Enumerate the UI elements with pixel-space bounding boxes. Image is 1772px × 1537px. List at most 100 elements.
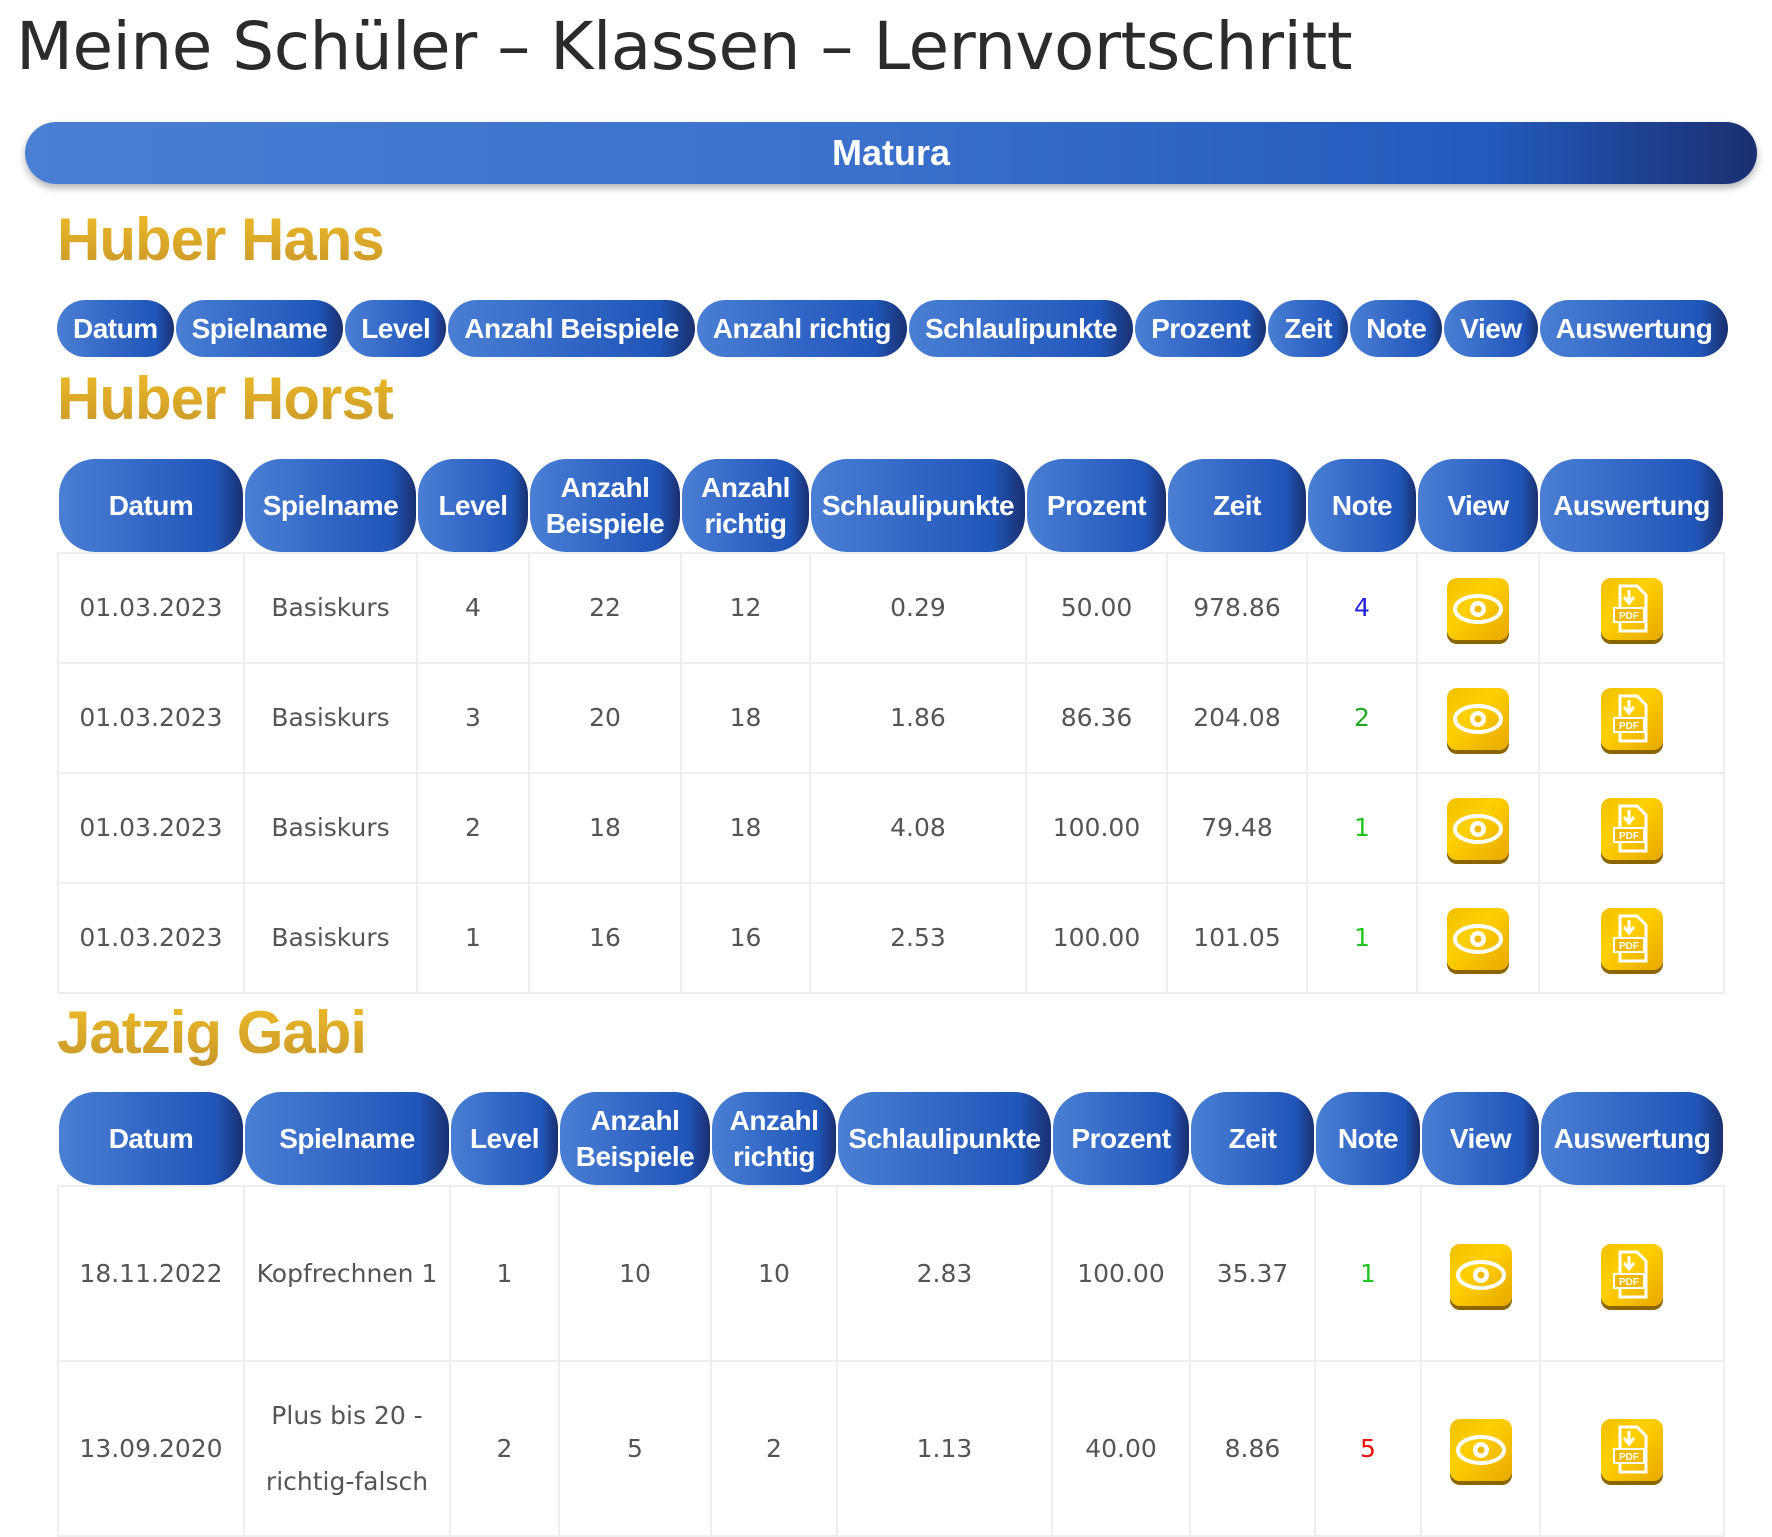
cell-datum: 01.03.2023 bbox=[57, 552, 245, 664]
column-header-5[interactable]: Schlaulipunkte bbox=[811, 459, 1025, 552]
cell-prozent: 86.36 bbox=[1025, 662, 1168, 774]
cell-auswertung: PDF bbox=[1539, 1185, 1725, 1362]
column-header-1[interactable]: Spielname bbox=[175, 300, 344, 357]
column-header: Schlaulipunkte bbox=[810, 459, 1026, 553]
column-header-6[interactable]: Prozent bbox=[1027, 459, 1166, 552]
column-header-9[interactable]: View bbox=[1418, 459, 1538, 552]
column-header-4[interactable]: Anzahl richtig bbox=[682, 459, 809, 552]
column-header-4[interactable]: Anzahl richtig bbox=[696, 300, 907, 357]
pdf-button[interactable]: PDF bbox=[1600, 908, 1663, 970]
column-header: Spielname bbox=[244, 459, 417, 553]
cell-view bbox=[1420, 1360, 1541, 1537]
column-header-7[interactable]: Zeit bbox=[1268, 300, 1349, 357]
column-header-1[interactable]: Spielname bbox=[245, 459, 416, 552]
column-header-8[interactable]: Note bbox=[1316, 1092, 1420, 1185]
pdf-button[interactable]: PDF bbox=[1600, 798, 1663, 860]
cell-anzahl-richtig: 18 bbox=[680, 662, 811, 774]
column-header: Auswertung bbox=[1540, 1092, 1724, 1186]
column-header-9[interactable]: View bbox=[1422, 1092, 1539, 1185]
cell-anzahl-beispiele: 18 bbox=[528, 772, 682, 884]
cell-schlaulipunkte: 2.53 bbox=[809, 882, 1027, 994]
column-header: Level bbox=[417, 459, 529, 553]
cell-prozent: 100.00 bbox=[1051, 1185, 1191, 1362]
cell-prozent: 40.00 bbox=[1051, 1360, 1191, 1537]
cell-zeit: 35.37 bbox=[1189, 1185, 1316, 1362]
cell-anzahl-richtig: 12 bbox=[680, 552, 811, 664]
view-button[interactable] bbox=[1447, 578, 1509, 640]
cell-auswertung: PDF bbox=[1538, 772, 1725, 884]
cell-spielname: Kopfrechnen 1 bbox=[243, 1185, 451, 1362]
column-header: View bbox=[1421, 1092, 1540, 1186]
column-header-1[interactable]: Spielname bbox=[245, 1092, 449, 1185]
cell-anzahl-richtig: 10 bbox=[710, 1185, 838, 1362]
cell-anzahl-richtig: 2 bbox=[710, 1360, 838, 1537]
column-header-8[interactable]: Note bbox=[1308, 459, 1416, 552]
cell-spielname: Basiskurs bbox=[243, 662, 418, 774]
column-header-3[interactable]: Anzahl Beispiele bbox=[448, 300, 695, 357]
view-button[interactable] bbox=[1449, 1243, 1512, 1306]
column-header-3[interactable]: Anzahl Beispiele bbox=[530, 459, 680, 552]
cell-schlaulipunkte: 0.29 bbox=[809, 552, 1027, 664]
column-header-2[interactable]: Level bbox=[345, 300, 447, 357]
column-header-10[interactable]: Auswertung bbox=[1540, 459, 1723, 552]
eye-icon bbox=[1453, 924, 1503, 954]
cell-view bbox=[1420, 1185, 1541, 1362]
cell-schlaulipunkte: 1.13 bbox=[836, 1360, 1053, 1537]
table-row: 01.03.2023 Basiskurs 1 16 16 2.53 100.00 101.05… bbox=[57, 882, 1725, 994]
pdf-download-icon: PDF bbox=[1613, 1250, 1648, 1298]
empty-table-header: Datum Spielname Level Anzahl Beispiele Anzah… bbox=[57, 300, 1729, 357]
column-header: View bbox=[1417, 459, 1539, 553]
column-header-5[interactable]: Schlaulipunkte bbox=[908, 300, 1134, 357]
cell-note: 2 bbox=[1306, 662, 1418, 774]
view-button[interactable] bbox=[1447, 798, 1509, 860]
column-header-7[interactable]: Zeit bbox=[1168, 459, 1306, 552]
cell-schlaulipunkte: 4.08 bbox=[809, 772, 1027, 884]
pdf-button[interactable]: PDF bbox=[1601, 1243, 1663, 1306]
column-header-6[interactable]: Prozent bbox=[1135, 300, 1267, 357]
cell-schlaulipunkte: 2.83 bbox=[836, 1185, 1053, 1362]
column-header-6[interactable]: Prozent bbox=[1053, 1092, 1189, 1185]
cell-zeit: 8.86 bbox=[1189, 1360, 1316, 1537]
view-button[interactable] bbox=[1447, 908, 1509, 970]
pdf-button[interactable]: PDF bbox=[1601, 1418, 1663, 1481]
pdf-button[interactable]: PDF bbox=[1600, 578, 1663, 640]
cell-level: 4 bbox=[416, 552, 530, 664]
column-header: Anzahl Beispiele bbox=[559, 1092, 711, 1186]
column-header-4[interactable]: Anzahl richtig bbox=[712, 1092, 836, 1185]
column-header-7[interactable]: Zeit bbox=[1191, 1092, 1314, 1185]
cell-level: 2 bbox=[449, 1360, 560, 1537]
eye-icon bbox=[1453, 814, 1503, 844]
eye-icon bbox=[1453, 594, 1503, 624]
svg-text:PDF: PDF bbox=[1619, 941, 1639, 952]
column-header: Level bbox=[450, 1092, 559, 1186]
column-header: Spielname bbox=[244, 1092, 450, 1186]
svg-text:PDF: PDF bbox=[1619, 611, 1639, 622]
column-header-0[interactable]: Datum bbox=[57, 300, 174, 357]
column-header-3[interactable]: Anzahl Beispiele bbox=[560, 1092, 710, 1185]
column-header-10[interactable]: Auswertung bbox=[1539, 300, 1729, 357]
table-header-row: Datum Spielname Level Anzahl Beispiele Anzah… bbox=[58, 459, 1724, 553]
column-header-0[interactable]: Datum bbox=[59, 459, 243, 552]
pdf-download-icon: PDF bbox=[1612, 584, 1647, 633]
column-header: Datum bbox=[58, 459, 244, 553]
cell-zeit: 79.48 bbox=[1166, 772, 1308, 884]
column-header: Datum bbox=[58, 1092, 244, 1186]
column-header-2[interactable]: Level bbox=[418, 459, 528, 552]
cell-view bbox=[1416, 772, 1540, 884]
cell-note: 1 bbox=[1306, 772, 1418, 884]
column-header-9[interactable]: View bbox=[1444, 300, 1538, 357]
column-header-10[interactable]: Auswertung bbox=[1541, 1092, 1723, 1185]
column-header-5[interactable]: Schlaulipunkte bbox=[838, 1092, 1051, 1185]
column-header-8[interactable]: Note bbox=[1350, 300, 1443, 357]
column-header: Zeit bbox=[1190, 1092, 1315, 1186]
column-header-0[interactable]: Datum bbox=[59, 1092, 243, 1185]
view-button[interactable] bbox=[1449, 1418, 1512, 1481]
svg-text:PDF: PDF bbox=[1619, 831, 1639, 842]
cell-note: 1 bbox=[1306, 882, 1418, 994]
view-button[interactable] bbox=[1447, 688, 1509, 750]
pdf-button[interactable]: PDF bbox=[1600, 688, 1663, 750]
pdf-download-icon: PDF bbox=[1613, 1425, 1648, 1473]
results-table: Datum Spielname Level Anzahl Beispiele Anzah… bbox=[57, 459, 1725, 994]
pdf-download-icon: PDF bbox=[1612, 694, 1647, 743]
column-header-2[interactable]: Level bbox=[451, 1092, 558, 1185]
